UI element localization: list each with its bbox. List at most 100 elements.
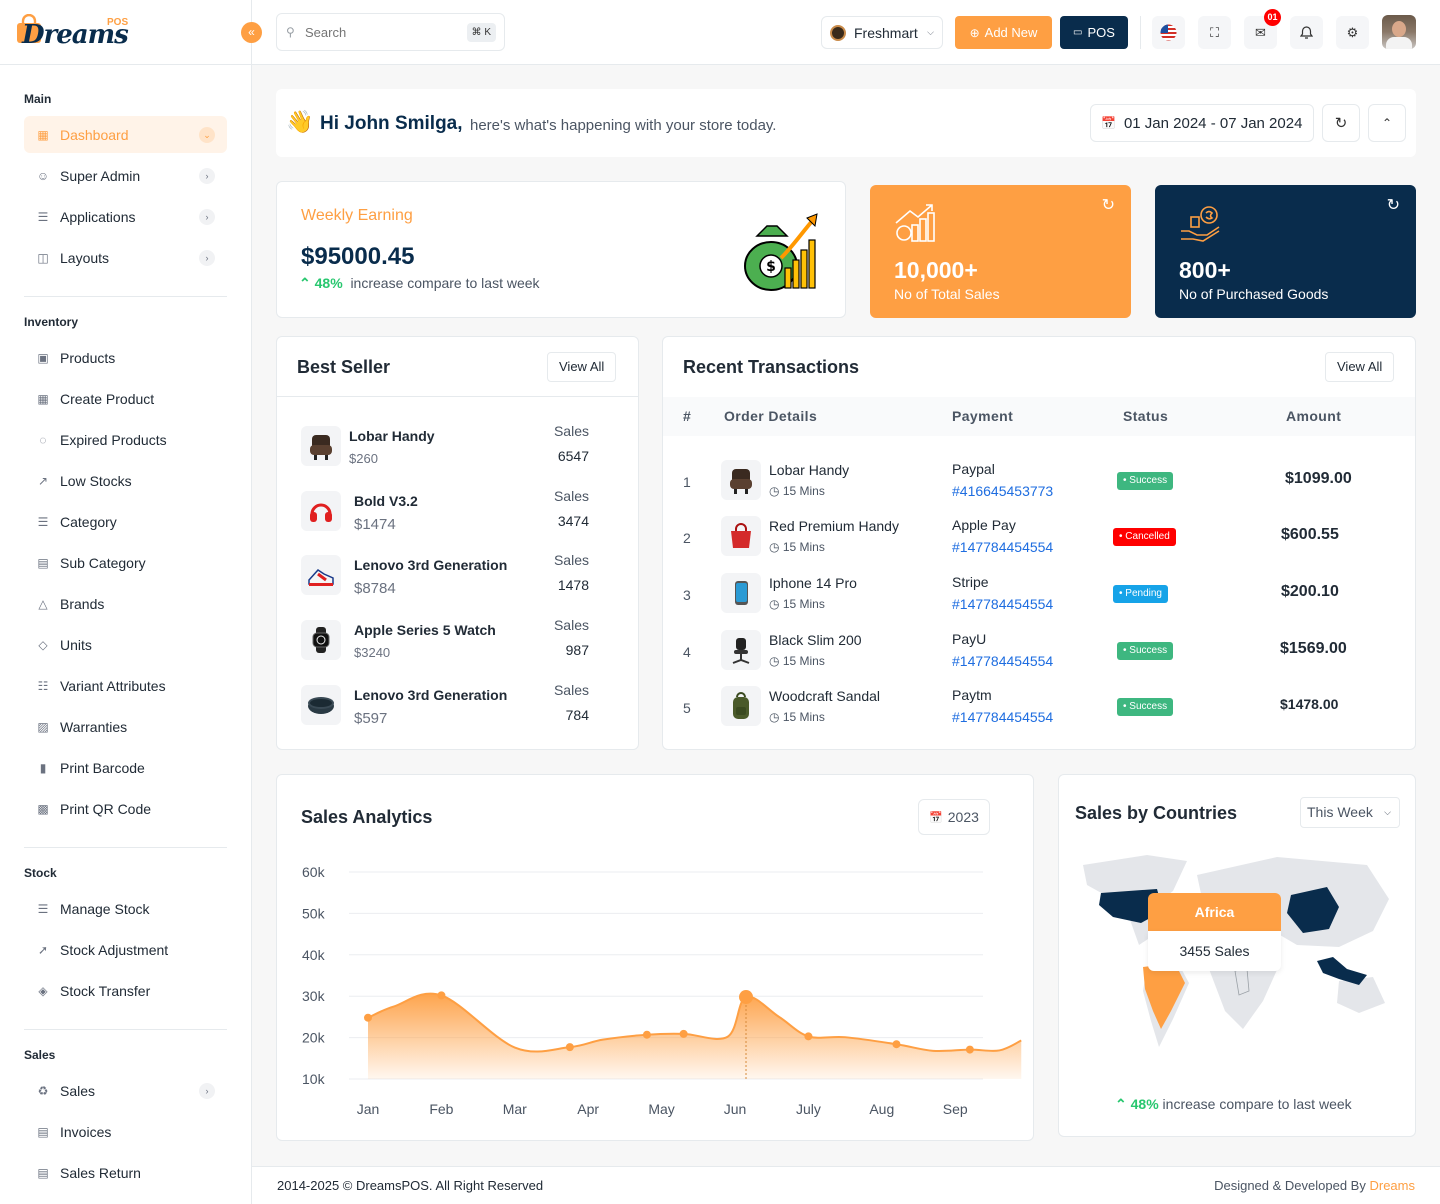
sidebar-item-create-product[interactable]: ▦ Create Product: [24, 378, 227, 419]
date-range-picker[interactable]: 📅 01 Jan 2024 - 07 Jan 2024: [1090, 104, 1314, 142]
sidebar-item-stock-adjustment[interactable]: ➚ Stock Adjustment: [24, 929, 227, 970]
data-point[interactable]: [804, 1032, 813, 1041]
sidebar-item-layouts[interactable]: ◫ Layouts ›: [24, 237, 227, 278]
best-seller-item[interactable]: Lenovo 3rd Generation $8784 Sales 1478: [301, 550, 613, 598]
sidebar-item-products[interactable]: ▣ Products: [24, 337, 227, 378]
data-point[interactable]: [739, 990, 754, 1005]
status-badge: • Pending: [1113, 585, 1168, 603]
best-seller-title: Best Seller: [297, 357, 391, 377]
best-seller-item[interactable]: Bold V3.2 $1474 Sales 3474: [301, 486, 613, 534]
sidebar-item-expired-products[interactable]: ◌ Expired Products: [24, 419, 227, 460]
data-point[interactable]: [364, 1013, 372, 1022]
product-name: Lenovo 3rd Generation: [354, 687, 508, 703]
headphones-thumbnail-icon: [310, 503, 332, 522]
user-avatar[interactable]: [1382, 15, 1416, 49]
trend-up-icon: ⌃: [1115, 1096, 1127, 1112]
greeting-subtitle: here's what's happening with your store …: [470, 117, 777, 134]
product-thumbnail: [301, 491, 341, 531]
sidebar-item-category[interactable]: ☰ Category: [24, 501, 227, 542]
sidebar-item-sales-return[interactable]: ▤ Sales Return: [24, 1152, 227, 1193]
table-row[interactable]: 3 Iphone 14 Pro ◷ 15 Mins Stripe #1477844545…: [663, 565, 1415, 621]
period-select[interactable]: This Week ⌵: [1300, 797, 1400, 828]
waving-hand-icon: 👋: [286, 109, 314, 134]
data-point[interactable]: [565, 1043, 574, 1052]
total-sales-card: ↻ 10,000+ No of Total Sales: [870, 185, 1131, 318]
year-picker[interactable]: 📅 2023: [918, 799, 990, 835]
trend-up-icon: ⌃: [299, 275, 311, 291]
search-box[interactable]: ⚲ ⌘ K: [276, 13, 505, 51]
search-shortcut: ⌘ K: [466, 23, 496, 42]
sidebar-item-invoices[interactable]: ▤ Invoices: [24, 1111, 227, 1152]
sidebar-item-print-qr-code[interactable]: ▩ Print QR Code: [24, 788, 227, 829]
sidebar-item-applications[interactable]: ☰ Applications ›: [24, 196, 227, 237]
best-seller-item[interactable]: Lenovo 3rd Generation $597 Sales 784: [301, 680, 613, 728]
sidebar-item-brands[interactable]: △ Brands: [24, 583, 227, 624]
chair-thumbnail-icon: [730, 469, 752, 494]
product-thumbnail: [721, 516, 761, 556]
refresh-button[interactable]: ↻: [1322, 104, 1360, 142]
sidebar-item-low-stocks[interactable]: ↗ Low Stocks: [24, 460, 227, 501]
menu-section-sales: Sales ♻ Sales › ▤ Invoices ▤ Sales Return ▤Quota…: [0, 1030, 251, 1204]
sidebar-item-dashboard[interactable]: ▦ Dashboard ⌄: [24, 116, 227, 153]
product-name: Apple Series 5 Watch: [354, 622, 496, 638]
y-tick-label: 60k: [302, 864, 326, 880]
add-new-button[interactable]: ⊕ Add New: [955, 16, 1052, 49]
sidebar-item-warranties[interactable]: ▨ Warranties: [24, 706, 227, 747]
table-row[interactable]: 4 Black Slim 200 ◷ 15 Mins PayU #14778445455…: [663, 622, 1415, 678]
refresh-icon[interactable]: ↻: [1101, 197, 1115, 214]
store-select[interactable]: Freshmart ⌵: [821, 16, 943, 49]
x-tick-label: Aug: [869, 1101, 894, 1117]
best-seller-view-all-button[interactable]: View All: [547, 352, 617, 382]
collapse-up-button[interactable]: ⌃: [1368, 104, 1406, 142]
mail-button[interactable]: ✉ 01: [1244, 9, 1281, 49]
chevron-right-icon: ›: [199, 167, 215, 184]
best-seller-item[interactable]: Apple Series 5 Watch $3240 Sales 987: [301, 615, 613, 663]
sidebar-item-quotation[interactable]: ▤Quotation: [24, 1193, 227, 1204]
sidebar-collapse-button[interactable]: «: [241, 22, 262, 43]
table-row[interactable]: 2 Red Premium Handy ◷ 15 Mins Apple Pay #147…: [663, 508, 1415, 564]
transactions-view-all-button[interactable]: View All: [1325, 352, 1395, 382]
logo[interactable]: Dreams POS: [0, 0, 251, 65]
menu-section-title: Stock: [24, 866, 57, 880]
product-thumbnail: [301, 620, 341, 660]
logo-text: Dreams: [22, 20, 129, 50]
period-value: This Week: [1307, 804, 1373, 820]
payment-reference-link[interactable]: #147784454554: [952, 709, 1054, 725]
sidebar-item-print-barcode[interactable]: ▮ Print Barcode: [24, 747, 227, 788]
data-point[interactable]: [437, 991, 446, 1000]
pos-button[interactable]: ▭ POS: [1060, 16, 1128, 49]
payment-reference-link[interactable]: #147784454554: [952, 596, 1054, 612]
data-point[interactable]: [642, 1030, 651, 1039]
payment-reference-link[interactable]: #147784454554: [952, 653, 1054, 669]
best-seller-item[interactable]: Lobar Handy $260 Sales 6547: [301, 421, 613, 469]
sidebar-item-sales[interactable]: ♻ Sales ›: [24, 1070, 227, 1111]
sidebar-item-units[interactable]: ◇ Units: [24, 624, 227, 665]
map-region-indonesia: [1317, 957, 1367, 985]
map-region-usa: [1099, 889, 1163, 923]
notification-button[interactable]: [1290, 16, 1323, 49]
status-badge: • Success: [1117, 698, 1174, 716]
search-input[interactable]: [305, 22, 455, 42]
sidebar-item-stock-transfer[interactable]: ◈ Stock Transfer: [24, 970, 227, 1011]
language-flag-button[interactable]: [1152, 16, 1185, 49]
data-point[interactable]: [679, 1029, 688, 1038]
sidebar-item-label: Stock Transfer: [60, 982, 151, 999]
status-badge: • Cancelled: [1113, 528, 1176, 546]
product-price: $1474: [354, 516, 396, 533]
table-row[interactable]: 1 Lobar Handy ◷ 15 Mins Paypal #416645453773…: [663, 452, 1415, 508]
sidebar-item-variant-attributes[interactable]: ☷ Variant Attributes: [24, 665, 227, 706]
store-logo-icon: [830, 24, 846, 41]
settings-button[interactable]: ⚙: [1336, 16, 1369, 49]
sidebar-item-manage-stock[interactable]: ☰ Manage Stock: [24, 888, 227, 929]
payment-reference-link[interactable]: #416645453773: [952, 483, 1054, 499]
footer-brand-link[interactable]: Dreams: [1369, 1178, 1415, 1193]
table-row[interactable]: 5 Woodcraft Sandal ◷ 15 Mins Paytm #14778445…: [663, 678, 1415, 734]
order-time-value: 15 Mins: [782, 484, 825, 498]
sidebar-item-super-admin[interactable]: ☺ Super Admin ›: [24, 155, 227, 196]
data-point[interactable]: [965, 1045, 974, 1054]
sidebar-item-sub-category[interactable]: ▤ Sub Category: [24, 542, 227, 583]
fullscreen-button[interactable]: ⛶: [1198, 16, 1231, 49]
refresh-icon[interactable]: ↻: [1386, 197, 1400, 214]
payment-reference-link[interactable]: #147784454554: [952, 539, 1054, 555]
data-point[interactable]: [892, 1040, 901, 1049]
